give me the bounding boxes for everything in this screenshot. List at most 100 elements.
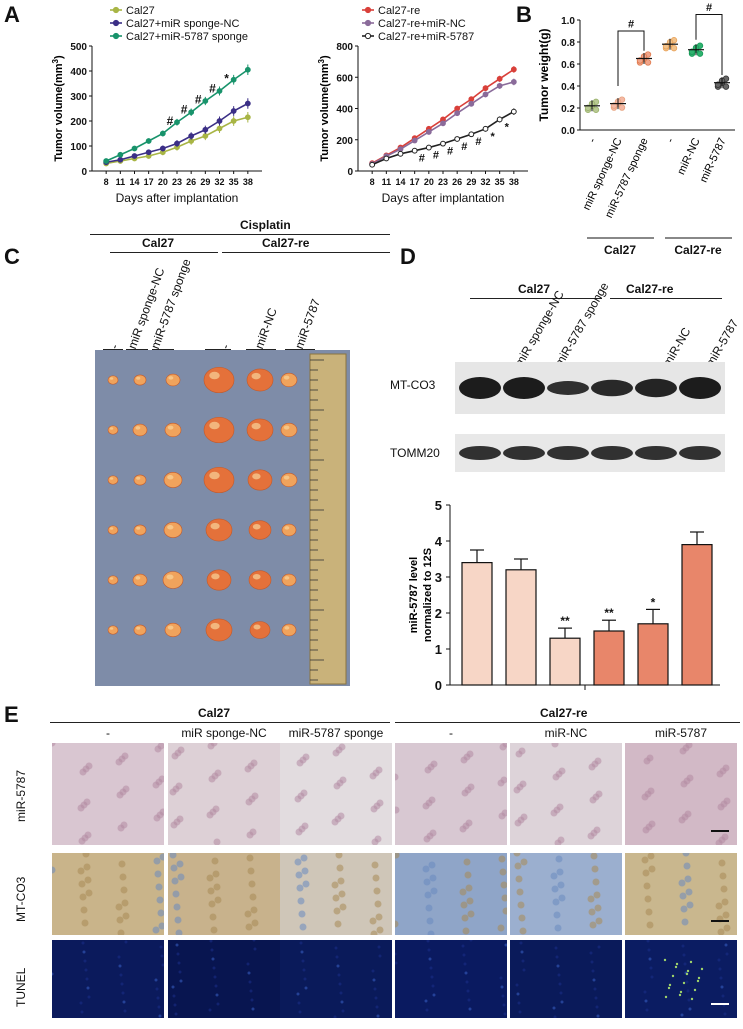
texture-dot [84,876,92,884]
texture-dot [303,977,307,981]
texture-dot [333,1015,337,1018]
tumor [206,569,232,591]
significance-mark: # [447,146,453,158]
data-point [159,145,166,152]
tumor-highlight [251,422,261,430]
x-tick-label: - [586,136,599,145]
data-point [440,120,446,127]
texture-dot [208,775,216,783]
texture-dot [466,897,474,905]
texture-dot [425,1008,429,1012]
texture-dot [176,952,180,956]
tunel-positive [696,979,700,983]
texture-dot [302,968,306,972]
texture-dot [683,862,691,870]
panel-d-letter: D [400,244,416,269]
tumor-highlight [166,574,174,580]
tumor-highlight [109,527,114,530]
texture-dot [648,865,656,873]
texture-dot [715,839,723,845]
texture-dot [502,1003,506,1007]
data-point [496,75,503,82]
texture-dot [424,891,432,899]
texture-dot [340,1000,344,1004]
bar [681,543,713,686]
texture-dot [685,888,693,896]
tick-label: 300 [70,92,87,103]
tick-label: 20 [424,177,434,187]
texture-dot [252,940,256,942]
texture-dot [498,812,506,820]
panel-e-column-label: miR-5787 sponge [288,726,384,740]
texture-dot [460,901,468,909]
data-point [696,50,704,57]
texture-dot [462,953,466,957]
texture-dot [337,877,345,885]
texture-dot [120,886,128,894]
texture-dot [336,864,344,872]
tumor-highlight [209,421,220,430]
texture-dot [426,917,434,925]
panel-e-column-label: miR sponge-NC [181,726,267,740]
texture-dot [159,853,164,861]
texture-dot [550,809,558,817]
tick-label: 0.6 [561,60,575,71]
texture-dot [210,926,218,934]
texture-dot [171,877,179,885]
tunel-positive [700,967,704,971]
texture-dot [247,971,251,975]
texture-dot [87,995,91,999]
bar [505,569,537,686]
texture-dot [79,768,87,776]
texture-dot [594,904,602,912]
significance-mark: ** [604,606,614,620]
texture-dot [463,962,467,966]
texture-dot [513,853,521,857]
tick-label: 1.0 [561,16,575,27]
ruler [309,353,347,685]
texture-dot [513,786,521,794]
tumor-highlight [283,375,290,380]
significance-mark: # [461,141,467,153]
texture-dot [81,919,89,927]
tumor [247,469,273,491]
panel-e-row-label: miR-5787 [14,769,28,822]
tumor [203,466,235,494]
texture-dot [596,1014,600,1018]
tick-label: 29 [466,177,476,187]
data-point [411,137,418,144]
panel-d-group-cal27: Cal27 [518,282,551,296]
texture-dot [515,875,523,883]
texture-dot [682,853,690,857]
texture-dot [720,985,724,989]
x-tick-label: - [664,136,677,145]
tick-label: 35 [495,177,505,187]
tick-label: 5 [435,498,442,513]
texture-dot [723,1012,727,1016]
y-axis-label: Tumor weight(g) [537,28,551,121]
texture-dot [459,888,467,896]
texture-dot [427,948,431,952]
texture-dot [520,858,528,866]
texture-dot [717,958,721,962]
texture-dot [298,1010,302,1014]
data-point [159,130,166,137]
texture-dot [157,1005,161,1009]
texture-dot [502,907,507,915]
texture-dot [424,766,432,774]
texture-dot [335,955,339,959]
data-point [131,153,138,159]
texture-dot [295,871,303,879]
texture-dot [301,959,305,963]
panel-a-letter: A [4,2,20,27]
texture-dot [717,928,725,935]
tumor-highlight [109,577,114,580]
data-point [202,126,209,133]
data-point [510,66,517,73]
texture-dot [721,898,729,906]
texture-dot [211,857,219,865]
y-axis-label: Tumor volume(mm3) [51,55,65,162]
blot-band [459,446,501,460]
texture-dot [250,998,254,1002]
